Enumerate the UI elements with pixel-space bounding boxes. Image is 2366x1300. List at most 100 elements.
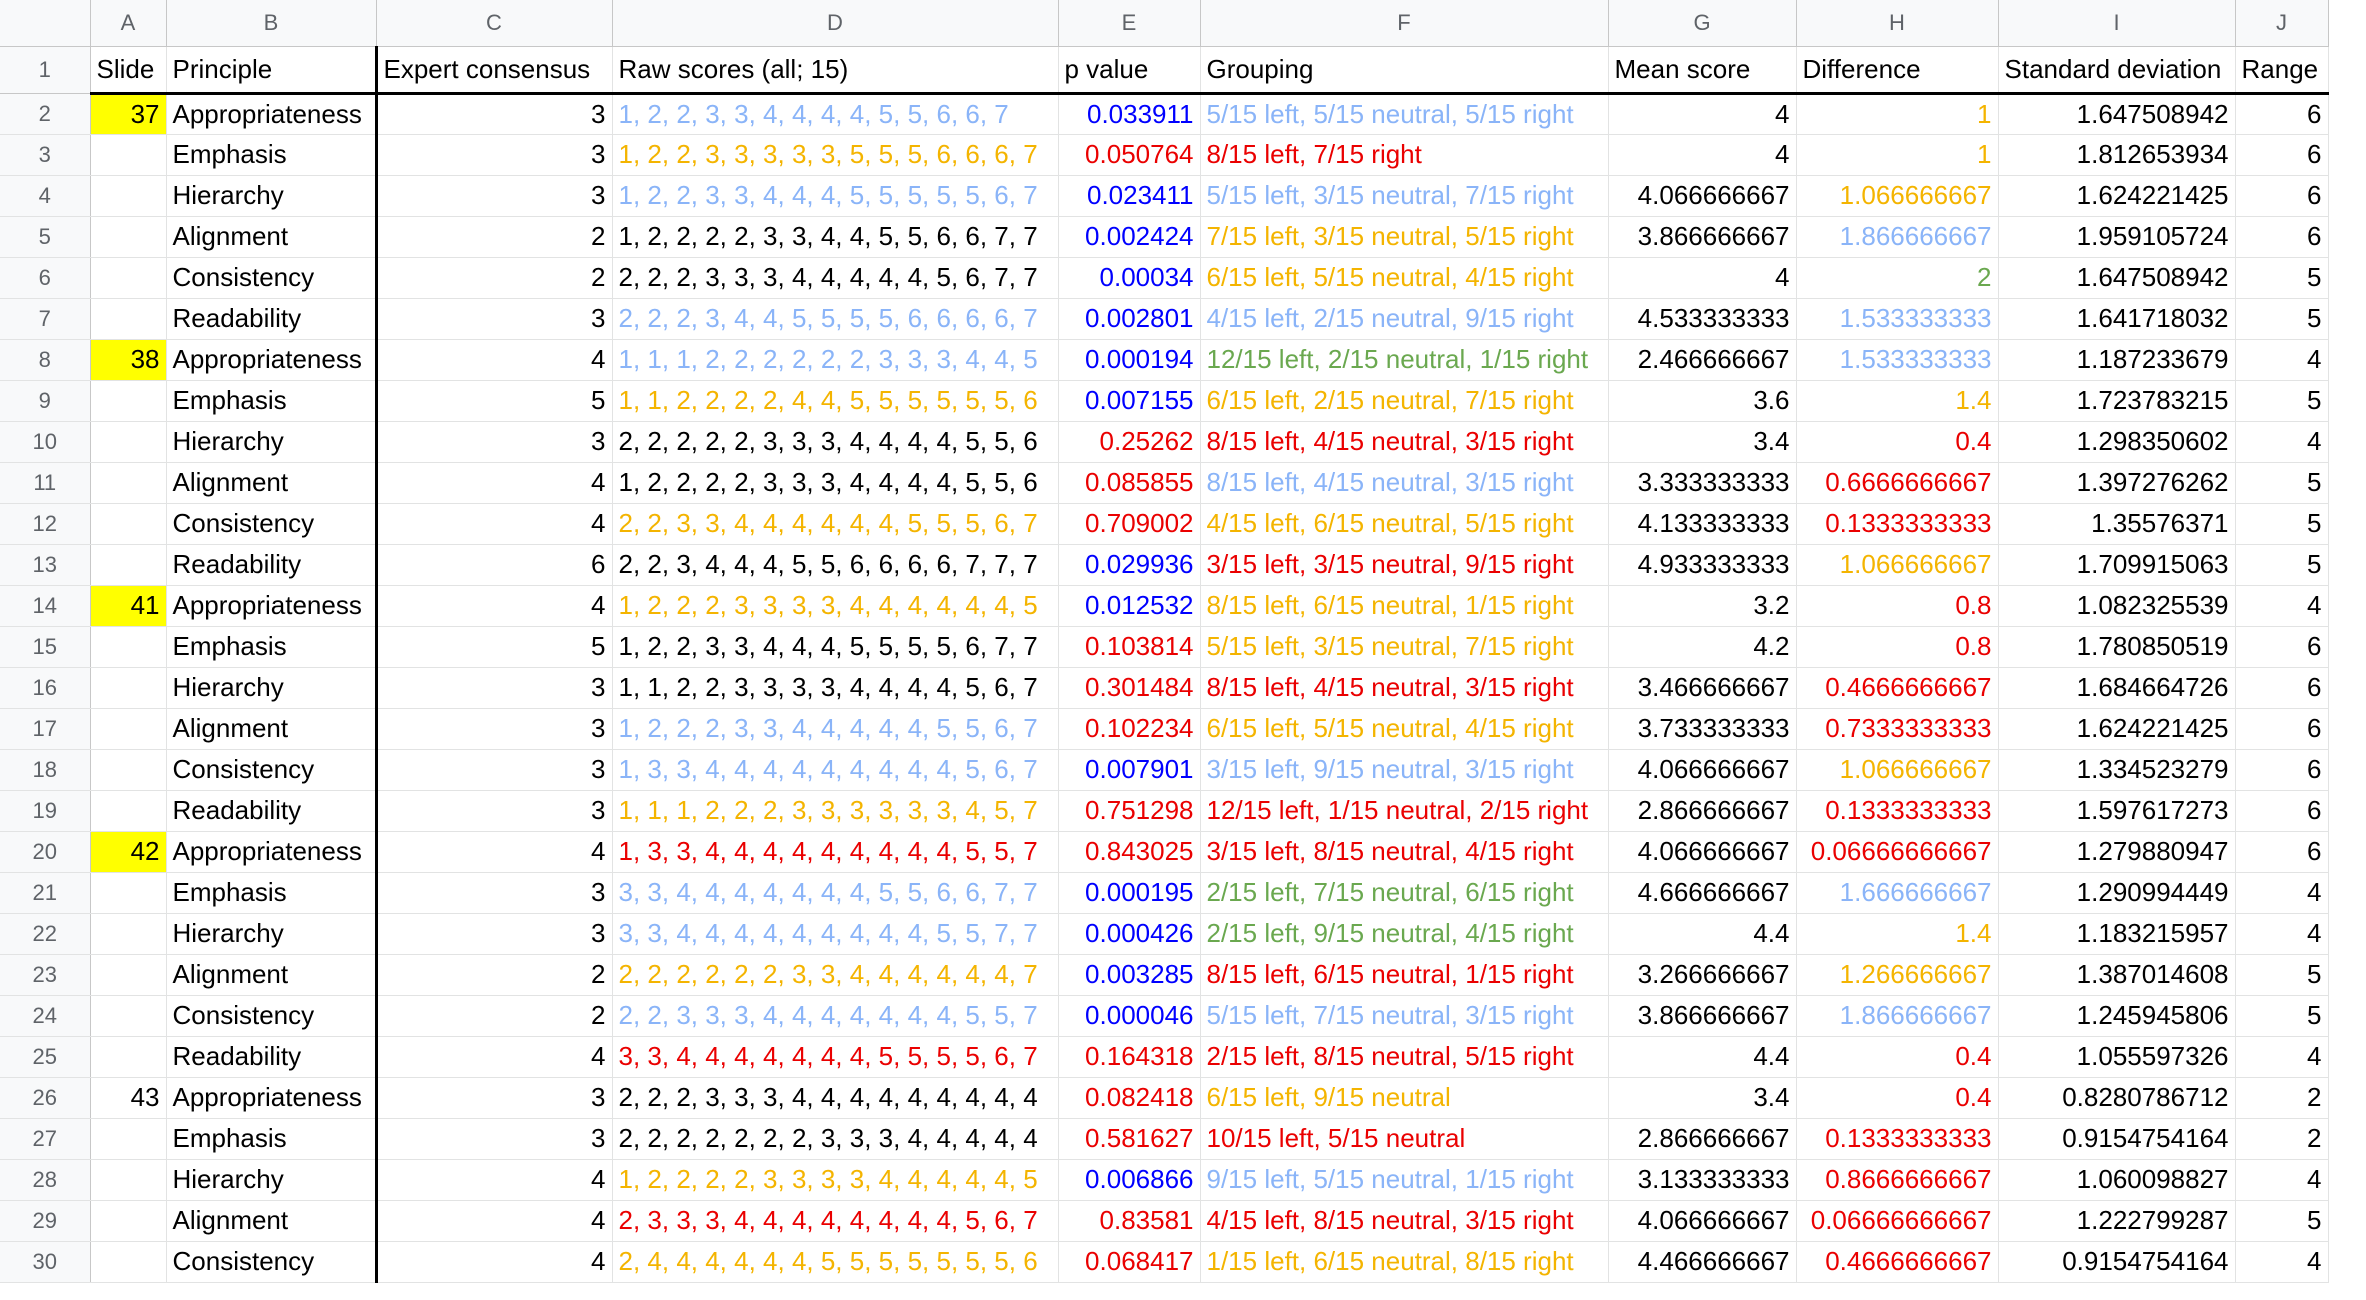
raw-scores-cell[interactable]: 3, 3, 4, 4, 4, 4, 4, 4, 4, 5, 5, 5, 5, 6… bbox=[612, 1036, 1059, 1078]
slide-cell[interactable] bbox=[90, 1200, 167, 1242]
slide-cell[interactable] bbox=[90, 667, 167, 709]
difference-cell[interactable]: 2 bbox=[1796, 257, 1999, 299]
difference-cell[interactable]: 1.866666667 bbox=[1796, 995, 1999, 1037]
expert-consensus-cell[interactable]: 4 bbox=[376, 503, 613, 545]
raw-scores-cell[interactable]: 2, 2, 2, 3, 3, 3, 4, 4, 4, 4, 4, 4, 4, 4… bbox=[612, 1077, 1059, 1119]
raw-scores-cell[interactable]: 2, 2, 2, 2, 2, 2, 3, 3, 4, 4, 4, 4, 4, 4… bbox=[612, 954, 1059, 996]
slide-cell[interactable] bbox=[90, 954, 167, 996]
expert-consensus-cell[interactable]: 2 bbox=[376, 257, 613, 299]
raw-scores-cell[interactable]: 2, 2, 2, 3, 3, 3, 4, 4, 4, 4, 4, 5, 6, 7… bbox=[612, 257, 1059, 299]
standard-deviation-cell[interactable]: 1.709915063 bbox=[1998, 544, 2236, 586]
range-cell[interactable]: 6 bbox=[2235, 749, 2329, 791]
raw-scores-cell[interactable]: 1, 2, 2, 2, 2, 3, 3, 3, 4, 4, 4, 4, 5, 5… bbox=[612, 462, 1059, 504]
principle-cell[interactable]: Hierarchy bbox=[166, 1159, 378, 1201]
grouping-cell[interactable]: 4/15 left, 8/15 neutral, 3/15 right bbox=[1200, 1200, 1609, 1242]
standard-deviation-cell[interactable]: 1.298350602 bbox=[1998, 421, 2236, 463]
p-value-cell[interactable]: 0.012532 bbox=[1058, 585, 1201, 627]
raw-scores-cell[interactable]: 2, 2, 3, 3, 3, 4, 4, 4, 4, 4, 4, 4, 5, 5… bbox=[612, 995, 1059, 1037]
raw-scores-cell[interactable]: 2, 2, 3, 4, 4, 4, 5, 5, 6, 6, 6, 6, 7, 7… bbox=[612, 544, 1059, 586]
grouping-cell[interactable]: 9/15 left, 5/15 neutral, 1/15 right bbox=[1200, 1159, 1609, 1201]
row-header[interactable]: 16 bbox=[0, 667, 91, 709]
range-cell[interactable]: 6 bbox=[2235, 175, 2329, 217]
principle-cell[interactable]: Emphasis bbox=[166, 626, 378, 668]
slide-cell[interactable] bbox=[90, 216, 167, 258]
principle-cell[interactable]: Readability bbox=[166, 544, 378, 586]
standard-deviation-cell[interactable]: 1.245945806 bbox=[1998, 995, 2236, 1037]
row-header[interactable]: 17 bbox=[0, 708, 91, 750]
difference-cell[interactable]: 0.06666666667 bbox=[1796, 831, 1999, 873]
row-header[interactable]: 6 bbox=[0, 257, 91, 299]
row-header[interactable]: 7 bbox=[0, 298, 91, 340]
raw-scores-cell[interactable]: 1, 1, 1, 2, 2, 2, 2, 2, 2, 3, 3, 3, 4, 4… bbox=[612, 339, 1059, 381]
row-header[interactable]: 19 bbox=[0, 790, 91, 832]
difference-cell[interactable]: 0.4666666667 bbox=[1796, 1241, 1999, 1283]
slide-cell[interactable] bbox=[90, 503, 167, 545]
expert-consensus-cell[interactable]: 3 bbox=[376, 667, 613, 709]
grouping-cell[interactable]: 8/15 left, 6/15 neutral, 1/15 right bbox=[1200, 954, 1609, 996]
mean-score-cell[interactable]: 4.4 bbox=[1608, 913, 1797, 955]
grouping-cell[interactable]: 5/15 left, 5/15 neutral, 5/15 right bbox=[1200, 93, 1609, 135]
p-value-cell[interactable]: 0.00034 bbox=[1058, 257, 1201, 299]
slide-cell[interactable] bbox=[90, 1159, 167, 1201]
difference-cell[interactable]: 1.066666667 bbox=[1796, 749, 1999, 791]
expert-consensus-cell[interactable]: 3 bbox=[376, 134, 613, 176]
standard-deviation-cell[interactable]: 1.187233679 bbox=[1998, 339, 2236, 381]
grouping-cell[interactable]: 6/15 left, 5/15 neutral, 4/15 right bbox=[1200, 257, 1609, 299]
header-cell-difference[interactable]: Difference bbox=[1796, 46, 1999, 95]
expert-consensus-cell[interactable]: 3 bbox=[376, 790, 613, 832]
select-all-corner[interactable] bbox=[0, 0, 91, 47]
difference-cell[interactable]: 1.666666667 bbox=[1796, 872, 1999, 914]
grouping-cell[interactable]: 12/15 left, 2/15 neutral, 1/15 right bbox=[1200, 339, 1609, 381]
difference-cell[interactable]: 0.8 bbox=[1796, 585, 1999, 627]
row-header[interactable]: 24 bbox=[0, 995, 91, 1037]
header-cell-principle[interactable]: Principle bbox=[166, 46, 378, 95]
range-cell[interactable]: 2 bbox=[2235, 1118, 2329, 1160]
row-header[interactable]: 23 bbox=[0, 954, 91, 996]
range-cell[interactable]: 4 bbox=[2235, 872, 2329, 914]
standard-deviation-cell[interactable]: 0.9154754164 bbox=[1998, 1241, 2236, 1283]
principle-cell[interactable]: Consistency bbox=[166, 749, 378, 791]
p-value-cell[interactable]: 0.023411 bbox=[1058, 175, 1201, 217]
row-header[interactable]: 13 bbox=[0, 544, 91, 586]
range-cell[interactable]: 4 bbox=[2235, 1159, 2329, 1201]
expert-consensus-cell[interactable]: 3 bbox=[376, 749, 613, 791]
principle-cell[interactable]: Alignment bbox=[166, 1200, 378, 1242]
standard-deviation-cell[interactable]: 0.9154754164 bbox=[1998, 1118, 2236, 1160]
raw-scores-cell[interactable]: 1, 1, 1, 2, 2, 2, 3, 3, 3, 3, 3, 3, 4, 5… bbox=[612, 790, 1059, 832]
difference-cell[interactable]: 1.066666667 bbox=[1796, 175, 1999, 217]
mean-score-cell[interactable]: 4 bbox=[1608, 93, 1797, 135]
principle-cell[interactable]: Hierarchy bbox=[166, 175, 378, 217]
grouping-cell[interactable]: 2/15 left, 8/15 neutral, 5/15 right bbox=[1200, 1036, 1609, 1078]
slide-cell[interactable] bbox=[90, 462, 167, 504]
mean-score-cell[interactable]: 4.466666667 bbox=[1608, 1241, 1797, 1283]
principle-cell[interactable]: Appropriateness bbox=[166, 1077, 378, 1119]
grouping-cell[interactable]: 1/15 left, 6/15 neutral, 8/15 right bbox=[1200, 1241, 1609, 1283]
header-cell-range[interactable]: Range bbox=[2235, 46, 2329, 95]
expert-consensus-cell[interactable]: 5 bbox=[376, 626, 613, 668]
raw-scores-cell[interactable]: 1, 2, 2, 2, 2, 3, 3, 3, 3, 4, 4, 4, 4, 4… bbox=[612, 1159, 1059, 1201]
grouping-cell[interactable]: 8/15 left, 4/15 neutral, 3/15 right bbox=[1200, 421, 1609, 463]
p-value-cell[interactable]: 0.751298 bbox=[1058, 790, 1201, 832]
column-header[interactable]: A bbox=[90, 0, 167, 47]
standard-deviation-cell[interactable]: 1.35576371 bbox=[1998, 503, 2236, 545]
range-cell[interactable]: 5 bbox=[2235, 995, 2329, 1037]
principle-cell[interactable]: Consistency bbox=[166, 1241, 378, 1283]
raw-scores-cell[interactable]: 1, 2, 2, 3, 3, 4, 4, 4, 5, 5, 5, 5, 5, 6… bbox=[612, 175, 1059, 217]
p-value-cell[interactable]: 0.000426 bbox=[1058, 913, 1201, 955]
grouping-cell[interactable]: 8/15 left, 7/15 right bbox=[1200, 134, 1609, 176]
p-value-cell[interactable]: 0.000046 bbox=[1058, 995, 1201, 1037]
p-value-cell[interactable]: 0.301484 bbox=[1058, 667, 1201, 709]
column-header[interactable]: C bbox=[376, 0, 613, 47]
row-header[interactable]: 20 bbox=[0, 831, 91, 873]
p-value-cell[interactable]: 0.25262 bbox=[1058, 421, 1201, 463]
mean-score-cell[interactable]: 4.4 bbox=[1608, 1036, 1797, 1078]
range-cell[interactable]: 5 bbox=[2235, 503, 2329, 545]
standard-deviation-cell[interactable]: 1.290994449 bbox=[1998, 872, 2236, 914]
mean-score-cell[interactable]: 4.133333333 bbox=[1608, 503, 1797, 545]
expert-consensus-cell[interactable]: 4 bbox=[376, 1241, 613, 1283]
principle-cell[interactable]: Alignment bbox=[166, 216, 378, 258]
raw-scores-cell[interactable]: 1, 2, 2, 3, 3, 4, 4, 4, 5, 5, 5, 5, 6, 7… bbox=[612, 626, 1059, 668]
slide-cell[interactable] bbox=[90, 380, 167, 422]
row-header[interactable]: 29 bbox=[0, 1200, 91, 1242]
expert-consensus-cell[interactable]: 3 bbox=[376, 175, 613, 217]
